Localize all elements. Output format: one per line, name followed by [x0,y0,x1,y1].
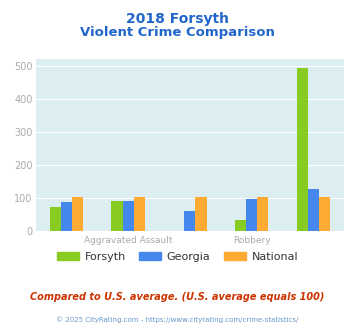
Bar [184,211,196,231]
Bar [319,197,330,231]
Bar [246,199,257,231]
Text: © 2025 CityRating.com - https://www.cityrating.com/crime-statistics/: © 2025 CityRating.com - https://www.city… [56,317,299,323]
Text: Violent Crime Comparison: Violent Crime Comparison [80,26,275,39]
Bar [235,220,246,231]
Text: 2018 Forsyth: 2018 Forsyth [126,12,229,25]
Bar [257,197,268,231]
Bar [308,189,319,231]
Bar [50,207,61,231]
Bar [297,68,308,231]
Bar [134,197,145,231]
Bar [111,201,122,231]
Text: Compared to U.S. average. (U.S. average equals 100): Compared to U.S. average. (U.S. average … [30,292,325,302]
Bar [61,202,72,231]
Legend: Forsyth, Georgia, National: Forsyth, Georgia, National [52,248,303,267]
Bar [72,197,83,231]
Bar [196,197,207,231]
Bar [122,201,134,231]
